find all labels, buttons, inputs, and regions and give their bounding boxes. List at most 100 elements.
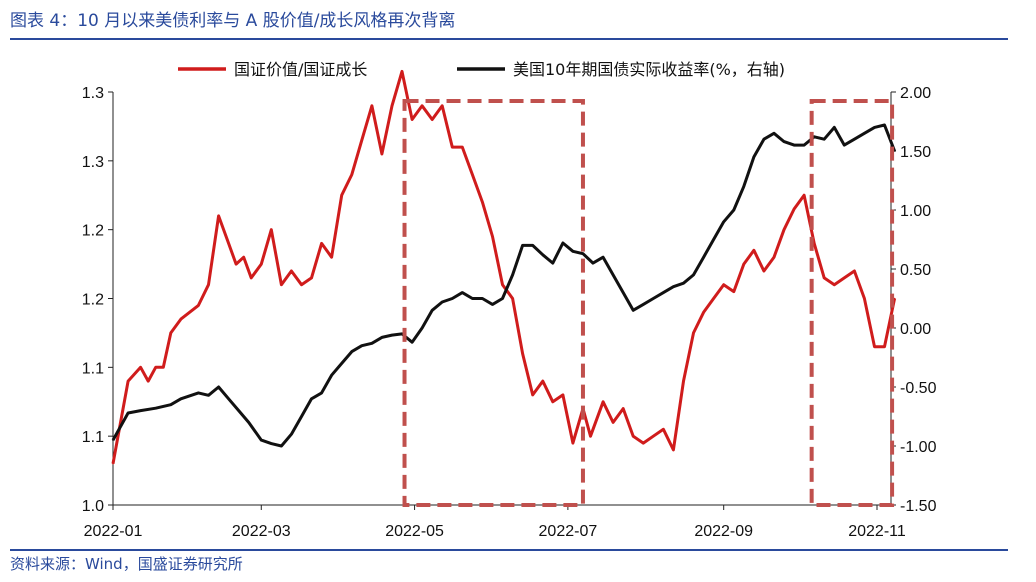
x-tick-label: 2022-07 <box>539 523 598 540</box>
data-point <box>592 262 594 264</box>
axes-group: 1.0 1.1 1.1 1.2 1.2 1.3 1.3 -1.50 -1.00 -0.50 0.00… <box>82 85 937 540</box>
data-point <box>260 439 263 441</box>
data-point <box>521 244 524 247</box>
data-point <box>642 303 645 306</box>
annotation-group <box>402 99 895 507</box>
data-point <box>237 409 240 412</box>
data-point <box>461 146 464 148</box>
data-point <box>572 250 574 253</box>
x-tick-label: 2022-11 <box>848 523 906 540</box>
data-point <box>361 139 363 141</box>
data-point <box>753 156 755 158</box>
data-point <box>531 244 534 247</box>
data-point <box>642 442 645 444</box>
data-point <box>702 256 705 259</box>
data-point <box>692 274 695 276</box>
data-point <box>471 173 474 176</box>
data-point <box>773 256 775 259</box>
data-point <box>733 290 735 293</box>
data-point <box>310 398 313 400</box>
data-point <box>127 380 129 382</box>
data-point <box>652 435 655 438</box>
data-point <box>371 105 373 107</box>
right-tick-label: -1.50 <box>900 498 937 515</box>
data-point <box>833 126 836 129</box>
right-tick-label: -0.50 <box>900 380 937 397</box>
data-point <box>441 301 444 303</box>
data-point <box>235 263 237 265</box>
data-point <box>893 297 896 300</box>
data-point <box>154 366 157 369</box>
data-point <box>682 380 685 382</box>
data-point <box>853 270 856 272</box>
data-point <box>139 366 142 369</box>
data-point <box>411 118 413 121</box>
data-point <box>242 256 245 259</box>
data-point <box>552 262 554 264</box>
data-point <box>290 433 293 436</box>
data-point <box>501 283 504 286</box>
data-point <box>773 132 775 135</box>
data-point <box>562 394 564 396</box>
data-point <box>197 304 200 307</box>
series-line-value-growth <box>111 69 897 464</box>
data-point <box>672 285 675 288</box>
data-point <box>682 282 685 285</box>
left-tick-label: 1.1 <box>82 429 104 446</box>
left-tick-label: 1.3 <box>82 85 104 102</box>
data-point <box>662 291 665 294</box>
data-point <box>471 297 474 300</box>
data-point <box>743 263 745 265</box>
data-point <box>381 336 383 339</box>
data-point <box>511 274 514 276</box>
data-point <box>401 70 403 73</box>
data-point <box>803 144 805 146</box>
data-point <box>207 394 210 397</box>
chart-title: 图表 4：10 月以来美债利率与 A 股价值/成长风格再次背离 <box>10 11 456 31</box>
legend-label: 美国10年期国债实际收益率(%，右轴) <box>513 60 785 79</box>
data-point <box>893 150 896 152</box>
data-point <box>542 254 544 256</box>
data-point <box>290 270 293 272</box>
data-point <box>813 136 815 138</box>
data-point <box>112 462 114 465</box>
data-point <box>602 401 604 403</box>
data-point <box>652 297 655 300</box>
data-point <box>589 435 592 438</box>
data-point <box>154 407 157 410</box>
data-point <box>552 401 554 403</box>
x-tick-label: 2022-01 <box>84 523 143 540</box>
data-point <box>180 318 182 320</box>
series-points <box>112 124 896 447</box>
data-point <box>692 332 695 334</box>
legend: 国证价值/国证成长 美国10年期国债实际收益率(%，右轴) <box>178 60 785 79</box>
data-point <box>247 421 250 424</box>
data-point <box>763 270 765 272</box>
data-point <box>421 327 423 329</box>
data-point <box>793 144 795 146</box>
data-point <box>863 297 866 300</box>
data-point <box>361 344 363 347</box>
x-tick-label: 2022-09 <box>694 523 753 540</box>
data-point <box>622 407 624 410</box>
data-point <box>162 366 165 369</box>
data-point <box>340 194 343 196</box>
data-point <box>572 442 574 444</box>
data-point <box>511 297 514 300</box>
data-point <box>310 277 313 279</box>
data-point <box>227 398 230 400</box>
data-point <box>712 297 715 300</box>
data-point <box>280 283 283 286</box>
data-point <box>391 105 393 107</box>
data-point <box>197 392 200 394</box>
data-point <box>431 118 434 121</box>
data-point <box>207 283 210 286</box>
data-point <box>672 449 675 451</box>
data-point <box>300 415 303 418</box>
data-point <box>793 208 795 210</box>
data-point <box>763 138 765 140</box>
data-point <box>481 297 484 300</box>
data-point <box>883 124 886 126</box>
x-tick-label: 2022-05 <box>385 523 444 540</box>
data-point <box>662 428 665 431</box>
